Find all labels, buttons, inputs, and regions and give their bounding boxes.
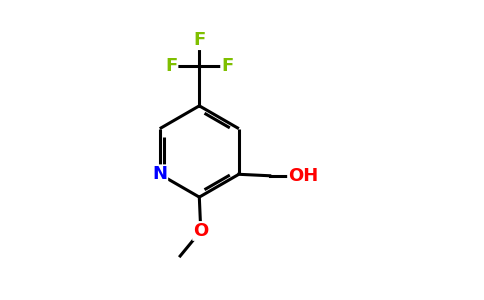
- Text: N: N: [152, 165, 167, 183]
- Text: F: F: [221, 57, 233, 75]
- Text: OH: OH: [288, 167, 318, 185]
- Text: F: F: [193, 31, 205, 49]
- Text: O: O: [193, 222, 209, 240]
- Text: OH: OH: [288, 167, 318, 185]
- Text: O: O: [193, 222, 209, 240]
- Text: F: F: [221, 57, 233, 75]
- Text: F: F: [165, 57, 178, 75]
- Text: F: F: [193, 31, 205, 49]
- Text: F: F: [165, 57, 178, 75]
- Text: N: N: [152, 165, 167, 183]
